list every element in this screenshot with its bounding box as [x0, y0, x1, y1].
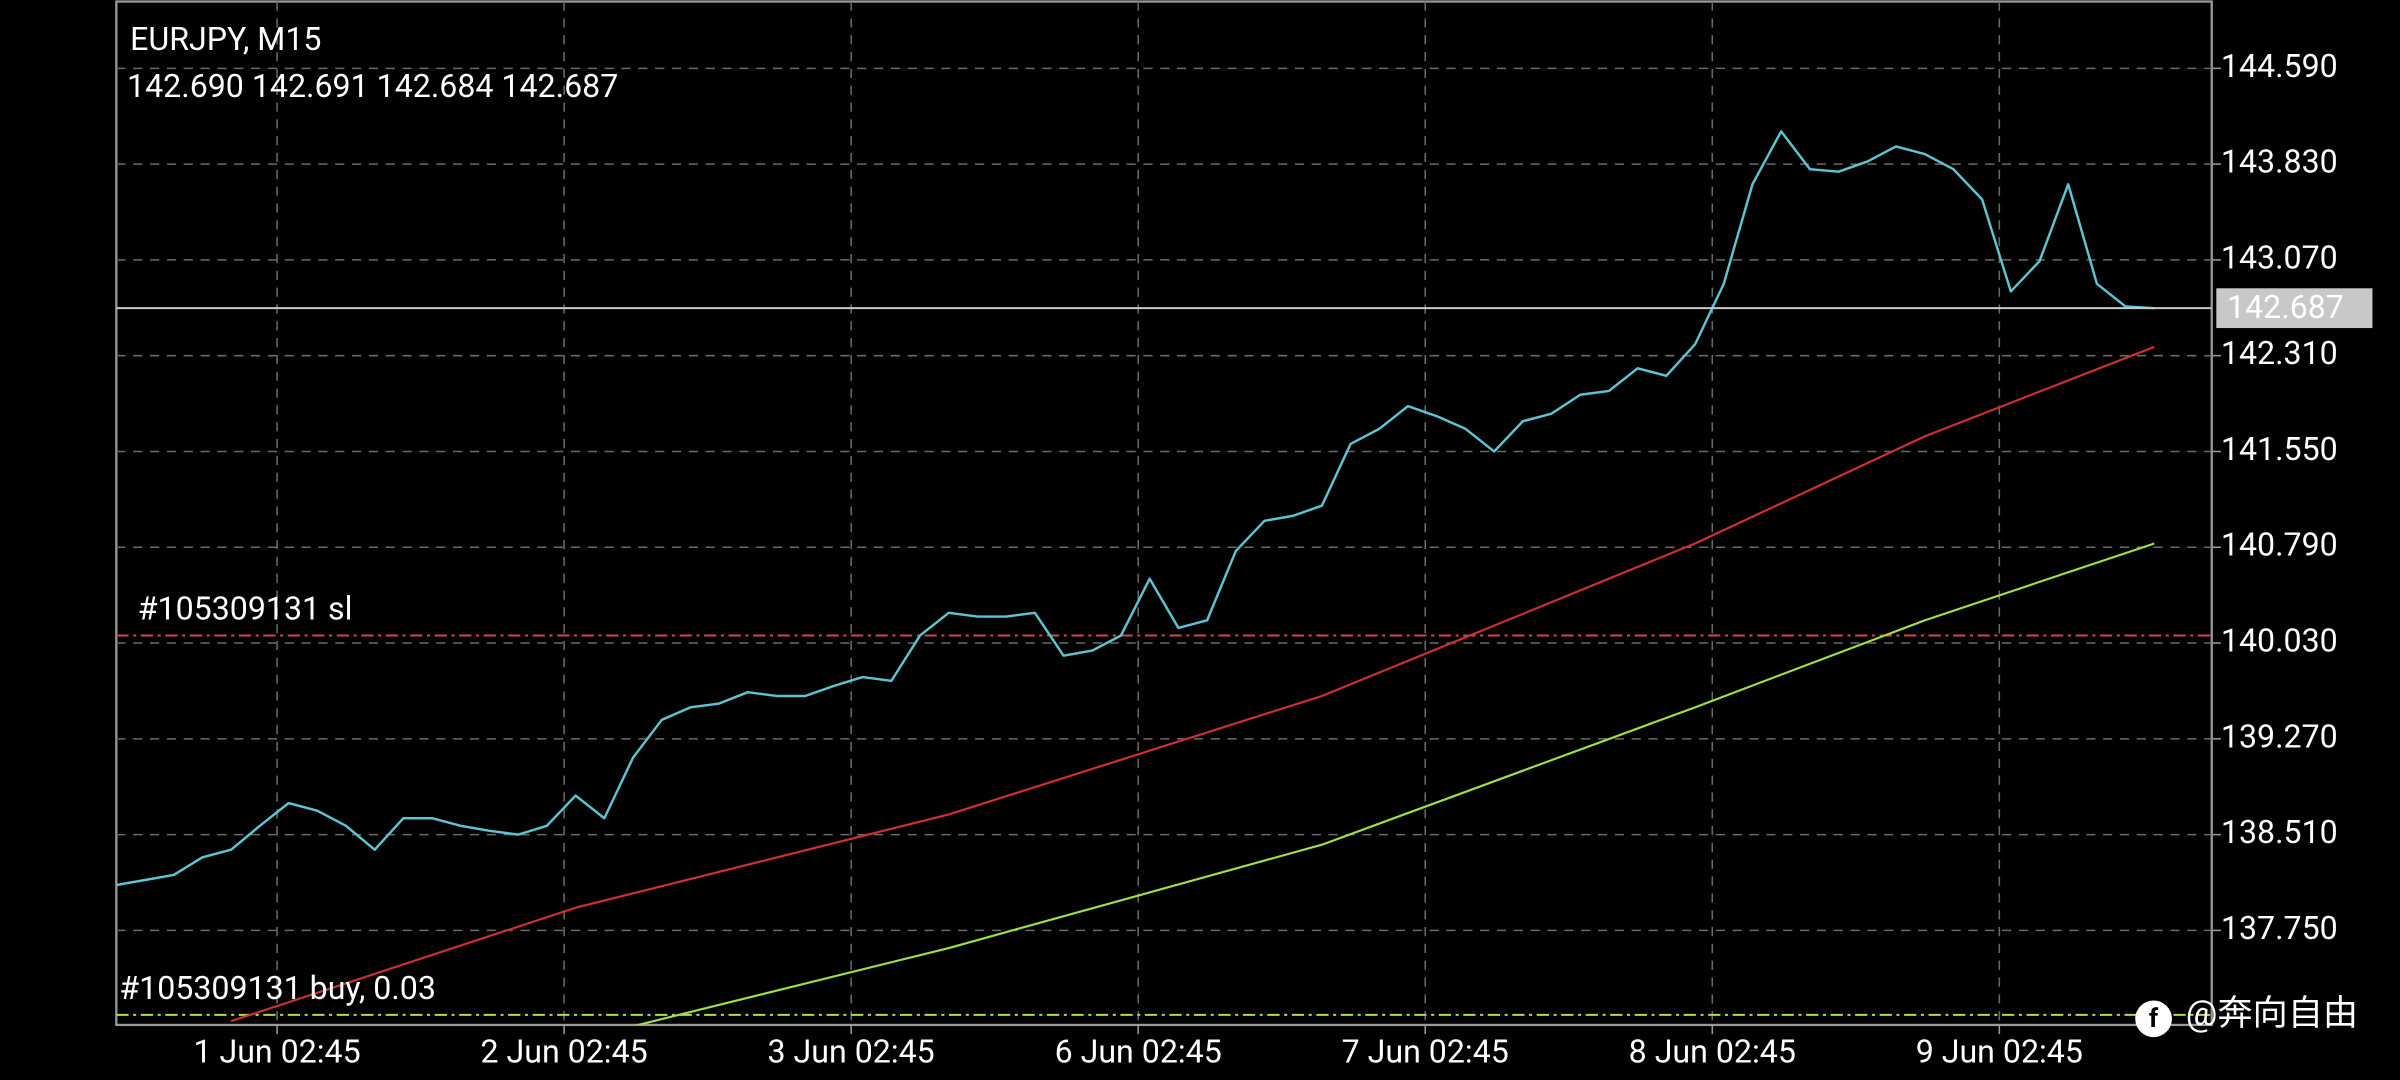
y-tick-label: 141.550: [2221, 430, 2338, 468]
watermark-icon: f: [2135, 1000, 2172, 1038]
x-tick-label: 7 Jun 02:45: [1342, 1032, 1509, 1070]
price-line: [633, 542, 2155, 1025]
plot-frame: [115, 0, 2213, 1027]
x-tick-label: 9 Jun 02:45: [1916, 1032, 2083, 1070]
current-price-box: [2216, 288, 2373, 329]
x-tick-label: 1 Jun 02:45: [193, 1032, 360, 1070]
chart-subtitle: 142.690 142.691 142.684 142.687: [127, 67, 618, 105]
plot: [116, 130, 2212, 1025]
y-tick-label: 138.510: [2221, 813, 2338, 851]
svg-text:f: f: [2149, 1004, 2159, 1034]
y-tick-label: 144.590: [2221, 47, 2338, 85]
y-tick-label: 143.830: [2221, 143, 2338, 181]
y-tick-label: 139.270: [2221, 717, 2338, 755]
current-price-label: 142.687: [2227, 288, 2344, 326]
y-tick-label: 143.070: [2221, 238, 2338, 276]
x-tick-label: 2 Jun 02:45: [481, 1032, 648, 1070]
x-tick-label: 3 Jun 02:45: [768, 1032, 935, 1070]
y-tick-label: 140.030: [2221, 622, 2338, 660]
y-tick-label: 140.790: [2221, 526, 2338, 564]
watermark: @奔向自由: [2186, 992, 2358, 1034]
price-line: [230, 345, 2155, 1023]
price-line: [116, 130, 2155, 887]
chart-title: EURJPY, M15: [130, 20, 321, 58]
x-tick-label: 8 Jun 02:45: [1629, 1032, 1796, 1070]
y-tick-label: 137.750: [2221, 909, 2338, 947]
trade-level-label: #105309131 buy, 0.03: [119, 969, 436, 1007]
y-tick-label: 142.310: [2221, 334, 2338, 372]
labels: 137.750 138.510 139.270 140.030 140.790 141.5…: [119, 47, 2373, 1070]
x-tick-label: 6 Jun 02:45: [1055, 1032, 1222, 1070]
trade-level-label: #105309131 sl: [138, 589, 353, 627]
grid: [116, 1, 2221, 1035]
